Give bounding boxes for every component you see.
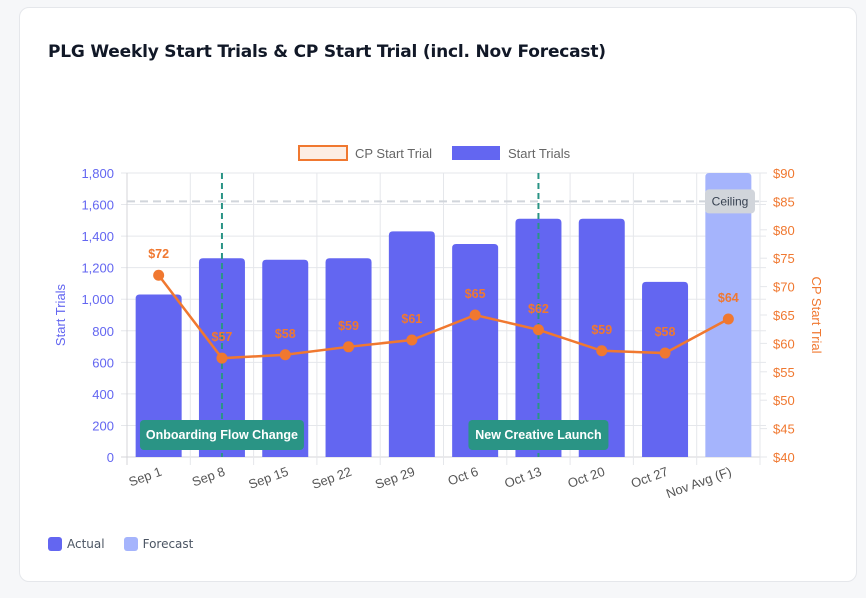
svg-text:$75: $75 [773,251,795,266]
actual-swatch-icon [48,537,62,551]
cp-point[interactable] [343,341,355,353]
svg-text:1,600: 1,600 [81,198,114,213]
svg-text:Start Trials: Start Trials [508,146,571,161]
event-markers: Onboarding Flow Change New Creative Launc… [139,173,609,457]
cp-point[interactable] [153,269,165,281]
svg-text:CP Start Trial: CP Start Trial [355,146,432,161]
line-series-cp-start-trial: $72 $57 $58 $59 $61 $65 $62 $59 $58 $64 [148,247,739,364]
cp-data-label: $64 [718,291,739,305]
svg-text:400: 400 [92,387,114,402]
x-tick-label: Sep 29 [373,464,417,492]
x-tick-label: Nov Avg (F) [664,464,733,501]
svg-text:1,200: 1,200 [81,261,114,276]
y-axis-title: Start Trials [53,283,68,346]
cp-point[interactable] [722,313,734,325]
event-label-1: New Creative Launch [468,420,609,450]
svg-text:$80: $80 [773,223,795,238]
cp-point[interactable] [406,334,418,346]
bar-sep-1[interactable] [135,294,182,457]
svg-text:200: 200 [92,418,114,433]
x-tick-label: Sep 1 [127,464,164,490]
cp-data-label: $62 [528,302,549,316]
svg-text:1,800: 1,800 [81,166,114,181]
svg-text:$40: $40 [773,450,795,465]
svg-text:$50: $50 [773,393,795,408]
legend-forecast-label: Forecast [142,537,194,551]
svg-text:Onboarding Flow Change: Onboarding Flow Change [146,428,298,442]
bottom-legend: Actual Forecast [48,537,193,551]
cp-point[interactable] [279,349,291,361]
cp-data-label: $58 [655,325,676,339]
cp-point[interactable] [532,324,544,336]
ceiling-line: Ceiling [127,189,760,214]
bar-sep-22[interactable] [325,258,372,457]
cp-data-label: $61 [401,312,422,326]
svg-text:$45: $45 [773,422,795,437]
x-tick-label: Oct 13 [502,464,543,491]
svg-text:800: 800 [92,324,114,339]
y2-axis-title: CP Start Trial [809,276,824,353]
legend-cp-start-trial[interactable]: CP Start Trial [298,145,432,161]
svg-text:1,400: 1,400 [81,229,114,244]
legend-actual[interactable]: Actual [48,537,105,551]
cp-data-label: $58 [275,327,296,341]
svg-text:$90: $90 [773,166,795,181]
x-tick-label: Sep 22 [310,464,354,492]
svg-text:$65: $65 [773,308,795,323]
legend-actual-label: Actual [67,537,105,551]
forecast-swatch-icon [123,537,138,551]
cp-data-label: $59 [591,323,612,337]
svg-text:$70: $70 [773,280,795,295]
svg-text:Ceiling: Ceiling [712,194,749,208]
cp-point[interactable] [469,309,481,321]
cp-data-label: $59 [338,319,359,333]
x-tick-label: Sep 15 [246,464,290,492]
svg-text:600: 600 [92,355,114,370]
svg-text:$85: $85 [773,194,795,209]
svg-text:$55: $55 [773,365,795,380]
cp-data-label: $65 [465,287,486,301]
chart-title: PLG Weekly Start Trials & CP Start Trial… [48,42,606,62]
cp-point[interactable] [659,347,671,359]
svg-text:New Creative Launch: New Creative Launch [475,428,601,442]
bar-oct-27[interactable] [642,281,689,457]
x-tick-label: Oct 6 [446,464,480,489]
chart-legend: CP Start Trial Start Trials [298,145,571,161]
bar-oct-20[interactable] [578,218,625,457]
x-tick-label: Oct 20 [566,464,607,491]
svg-text:1,000: 1,000 [81,292,114,307]
svg-text:0: 0 [107,450,114,465]
legend-start-trials[interactable]: Start Trials [452,146,571,161]
cp-point[interactable] [216,352,228,364]
bar-oct-6[interactable] [452,244,499,457]
cp-data-label: $57 [212,330,233,344]
cp-point[interactable] [596,345,608,357]
svg-text:$60: $60 [773,336,795,351]
x-tick-label: Sep 8 [190,464,227,490]
legend-forecast[interactable]: Forecast [123,537,194,551]
cp-data-label: $72 [148,247,169,261]
event-label-0: Onboarding Flow Change [139,420,304,450]
ceiling-label: Ceiling [705,189,755,214]
